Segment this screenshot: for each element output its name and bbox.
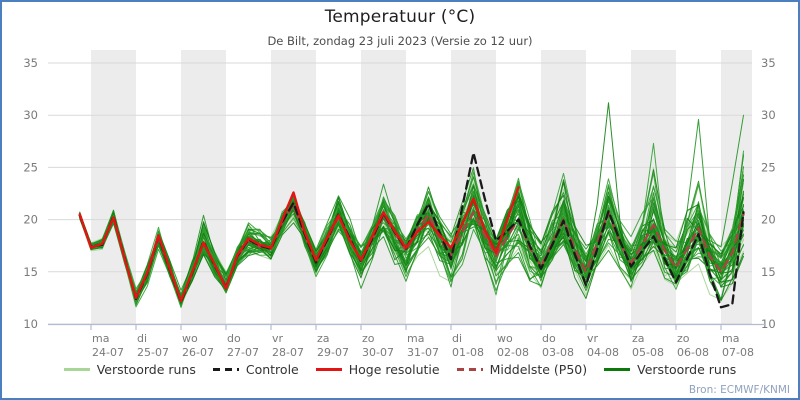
x-axis-weekday: ma [722, 332, 739, 345]
y-axis-label-left: 25 [23, 160, 38, 174]
y-axis-label-right: 25 [761, 160, 776, 174]
day-band [91, 50, 136, 324]
y-axis-label-left: 15 [23, 265, 38, 279]
legend-label: Middelste (P50) [489, 362, 588, 377]
x-axis-date: 06-08 [677, 346, 709, 359]
chart-legend: Verstoorde runs Controle Hoge resolutie Mid… [0, 362, 800, 377]
y-axis-label-right: 10 [761, 317, 776, 331]
x-axis-weekday: di [137, 332, 147, 345]
x-axis-date: 05-08 [632, 346, 664, 359]
x-axis-date: 28-07 [272, 346, 304, 359]
x-axis-weekday: zo [677, 332, 690, 345]
ensemble-member-line [79, 203, 744, 299]
y-axis-label-left: 35 [23, 56, 38, 70]
legend-item-2: Hoge resolutie [315, 362, 440, 377]
y-axis-label-right: 35 [761, 56, 776, 70]
legend-line-swatch [63, 368, 90, 371]
y-axis-label-left: 20 [23, 213, 38, 227]
day-band [541, 50, 586, 324]
x-axis-date: 30-07 [362, 346, 394, 359]
legend-item-3: Middelste (P50) [456, 362, 588, 377]
y-axis-label-right: 30 [761, 108, 776, 122]
x-axis-weekday: do [542, 332, 556, 345]
legend-item-1: Controle [212, 362, 299, 377]
control-line [78, 151, 745, 309]
x-axis-weekday: wo [182, 332, 198, 345]
legend-item-0: Verstoorde runs [63, 362, 196, 377]
x-axis-date: 26-07 [182, 346, 214, 359]
legend-line-swatch [604, 368, 631, 371]
x-axis-weekday: ma [92, 332, 109, 345]
day-band [271, 50, 316, 324]
hires-line [78, 185, 520, 303]
source-credit: Bron: ECMWF/KNMI [688, 384, 790, 396]
legend-dashed-line-swatch [456, 368, 483, 371]
x-axis-weekday: di [452, 332, 462, 345]
y-axis-label-right: 20 [761, 213, 776, 227]
y-axis-label-left: 10 [23, 317, 38, 331]
legend-item-4: Verstoorde runs [604, 362, 736, 377]
chart-subtitle: De Bilt, zondag 23 juli 2023 (Versie zo … [267, 34, 533, 48]
x-axis-date: 04-08 [587, 346, 619, 359]
legend-label: Hoge resolutie [348, 362, 440, 377]
legend-dashed-line-swatch [212, 368, 239, 371]
x-axis-weekday: vr [587, 332, 599, 345]
x-axis-date: 02-08 [497, 346, 529, 359]
x-axis-weekday: vr [272, 332, 284, 345]
x-axis-date: 03-08 [542, 346, 574, 359]
x-axis-date: 24-07 [92, 346, 124, 359]
x-axis-weekday: za [317, 332, 330, 345]
day-band [361, 50, 406, 324]
x-axis-date: 07-08 [722, 346, 754, 359]
x-axis-weekday: do [227, 332, 241, 345]
y-axis-label-right: 15 [761, 265, 776, 279]
ensemble-member-line [79, 102, 744, 304]
x-axis-date: 27-07 [227, 346, 259, 359]
x-axis-date: 25-07 [137, 346, 169, 359]
x-axis-date: 29-07 [317, 346, 349, 359]
legend-line-swatch [315, 368, 342, 371]
x-axis-weekday: za [632, 332, 645, 345]
y-axis-label-left: 30 [23, 108, 38, 122]
x-axis-weekday: zo [362, 332, 375, 345]
x-axis-date: 01-08 [452, 346, 484, 359]
legend-label: Verstoorde runs [96, 362, 196, 377]
x-axis-weekday: ma [407, 332, 424, 345]
legend-label: Controle [245, 362, 299, 377]
x-axis-date: 31-07 [407, 346, 439, 359]
legend-label: Verstoorde runs [637, 362, 737, 377]
page-title: Temperatuur (°C) [324, 7, 476, 27]
x-axis-weekday: wo [497, 332, 513, 345]
